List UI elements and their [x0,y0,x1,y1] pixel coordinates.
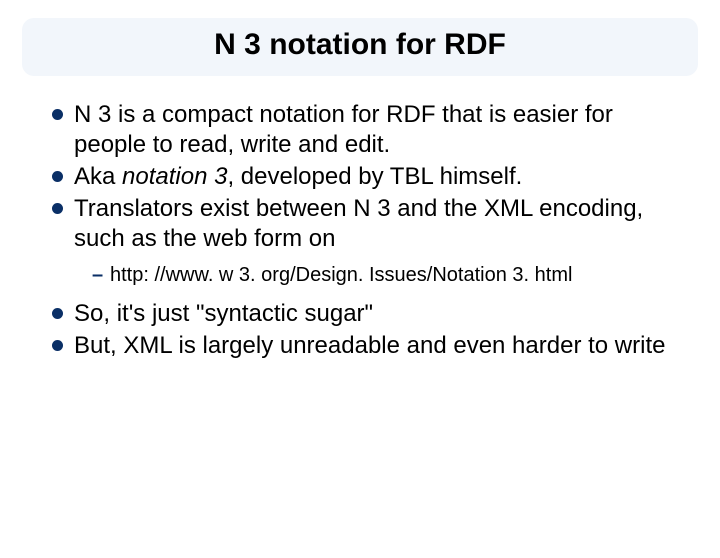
bullet-2-italic: notation 3 [122,163,227,190]
bullet-2: Aka notation 3, developed by TBL himself… [52,162,680,192]
dash-icon: – [92,262,103,289]
bullet-5-lead: But, [74,332,117,359]
slide-title: N 3 notation for RDF [22,28,698,62]
bullet-4-text: it's just "syntactic sugar" [110,300,373,327]
sub-bullet-1: – http: //www. w 3. org/Design. Issues/N… [92,262,680,289]
bullet-1-lead: N 3 [74,101,111,128]
bullet-dot-icon [52,203,63,214]
bullet-5-text: XML is largely unreadable and even harde… [117,332,666,359]
bullet-dot-icon [52,171,63,182]
slide-content: N 3 is a compact notation for RDF that i… [52,100,680,361]
bullet-dot-icon [52,109,63,120]
bullet-5: But, XML is largely unreadable and even … [52,331,680,361]
bullet-4-lead: So, [74,300,110,327]
bullet-3: Translators exist between N 3 and the XM… [52,194,680,254]
bullet-2-text: , developed by TBL himself. [227,163,522,190]
bullet-dot-icon [52,340,63,351]
bullet-1: N 3 is a compact notation for RDF that i… [52,100,680,160]
title-bar: N 3 notation for RDF [22,18,698,76]
bullet-1-text: is a compact notation for RDF that is ea… [74,101,613,158]
bullet-dot-icon [52,308,63,319]
bullet-2-lead: Aka [74,163,122,190]
bullet-4: So, it's just "syntactic sugar" [52,299,680,329]
bullet-3-text: Translators exist between N 3 and the XM… [74,195,643,252]
sub-bullet-1-text: http: //www. w 3. org/Design. Issues/Not… [110,264,572,286]
